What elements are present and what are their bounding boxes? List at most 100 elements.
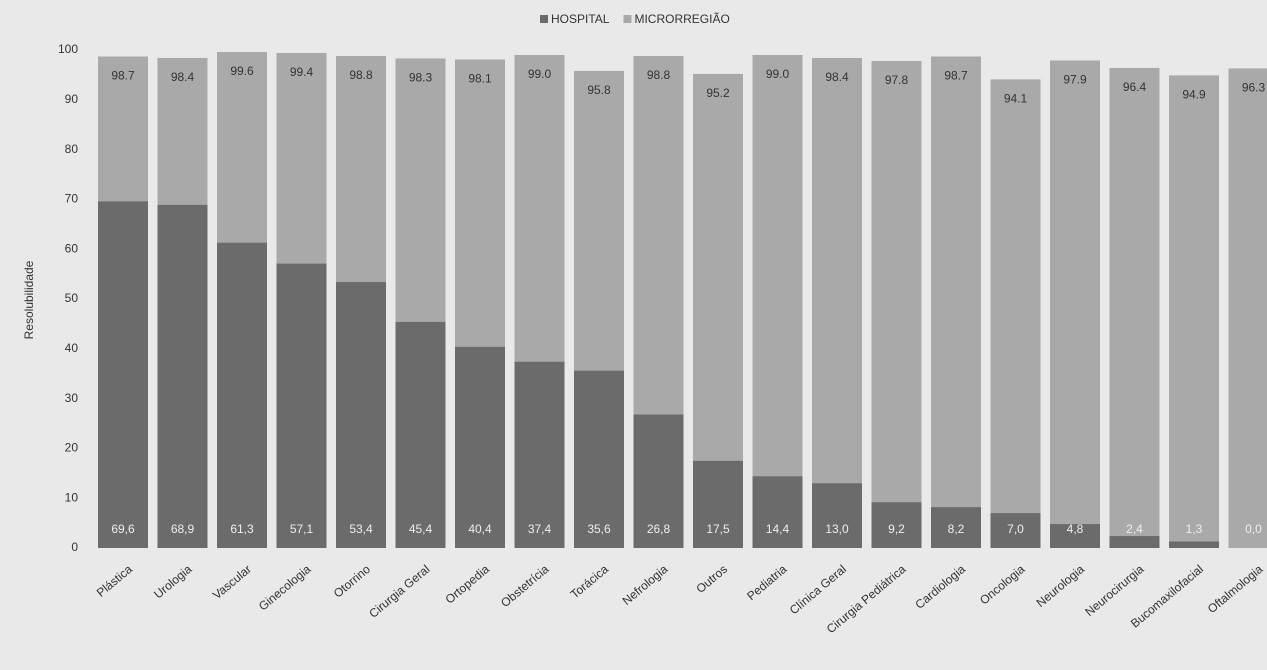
x-tick-label: Torácica bbox=[568, 562, 611, 602]
bar bbox=[455, 346, 505, 548]
bar bbox=[752, 476, 803, 548]
bar bbox=[812, 57, 862, 549]
x-tick-label: Oftalmologia bbox=[1205, 562, 1266, 616]
bar bbox=[1050, 524, 1100, 548]
legend-swatch bbox=[623, 15, 632, 23]
y-tick-label: 80 bbox=[65, 142, 79, 156]
data-label: 69,6 bbox=[111, 522, 135, 536]
y-tick-label: 40 bbox=[65, 341, 79, 355]
x-tick-label: Oncologia bbox=[977, 562, 1028, 608]
x-tick-label: Ortopedia bbox=[443, 562, 493, 607]
bar bbox=[514, 361, 565, 548]
legend-label: MICRORREGIÃO bbox=[634, 12, 729, 26]
bar bbox=[1109, 536, 1160, 548]
legend-label: HOSPITAL bbox=[551, 12, 610, 26]
data-label: 98.4 bbox=[171, 70, 195, 84]
bar bbox=[157, 204, 208, 549]
x-tick-label: Plástica bbox=[94, 562, 135, 600]
bar bbox=[990, 513, 1041, 548]
bar bbox=[990, 79, 1041, 548]
data-label: 1,3 bbox=[1186, 522, 1203, 536]
data-label: 98.4 bbox=[825, 70, 849, 84]
x-tick-label: Otorrino bbox=[331, 562, 373, 601]
bar bbox=[98, 201, 148, 548]
y-tick-label: 60 bbox=[65, 241, 79, 255]
bar bbox=[217, 242, 267, 548]
data-label: 13,0 bbox=[825, 522, 849, 536]
bar bbox=[395, 321, 446, 548]
x-tick-label: Neurocirurgia bbox=[1082, 562, 1146, 619]
bar bbox=[1169, 541, 1219, 548]
x-tick-label: Ginecologia bbox=[256, 562, 314, 614]
bar bbox=[693, 460, 743, 548]
y-tick-label: 100 bbox=[58, 42, 78, 56]
bar bbox=[1050, 60, 1100, 548]
y-tick-label: 50 bbox=[65, 291, 79, 305]
bar bbox=[871, 60, 922, 549]
x-tick-label: Urologia bbox=[151, 562, 194, 602]
x-tick-label: Clínica Geral bbox=[787, 562, 849, 617]
y-tick-label: 90 bbox=[65, 92, 79, 106]
x-tick-label: Cardiologia bbox=[912, 562, 968, 612]
bar bbox=[336, 282, 386, 548]
data-label: 2,4 bbox=[1126, 522, 1143, 536]
data-label: 17,5 bbox=[706, 522, 730, 536]
data-label: 97.8 bbox=[885, 73, 909, 87]
data-label: 94.1 bbox=[1004, 92, 1028, 106]
data-label: 98.8 bbox=[647, 68, 671, 82]
data-label: 45,4 bbox=[409, 522, 433, 536]
bar bbox=[931, 507, 981, 548]
y-tick-label: 70 bbox=[65, 192, 79, 206]
x-tick-label: Outros bbox=[693, 562, 730, 596]
y-tick-label: 0 bbox=[71, 540, 78, 554]
data-label: 95.2 bbox=[706, 86, 730, 100]
data-label: 53,4 bbox=[349, 522, 373, 536]
data-label: 4,8 bbox=[1067, 522, 1084, 536]
x-tick-label: Neurologia bbox=[1034, 562, 1088, 610]
data-label: 57,1 bbox=[290, 522, 314, 536]
data-label: 35,6 bbox=[587, 522, 611, 536]
data-label: 98.3 bbox=[409, 71, 433, 85]
data-label: 37,4 bbox=[528, 522, 552, 536]
data-label: 26,8 bbox=[647, 522, 671, 536]
data-label: 9,2 bbox=[888, 522, 905, 536]
y-tick-label: 30 bbox=[65, 391, 79, 405]
data-label: 68,9 bbox=[171, 522, 195, 536]
data-label: 96.4 bbox=[1123, 80, 1147, 94]
bar bbox=[871, 502, 922, 548]
data-label: 96.3 bbox=[1242, 81, 1266, 95]
bar bbox=[1109, 67, 1160, 548]
data-label: 98.7 bbox=[944, 69, 968, 83]
x-tick-label: Pediatria bbox=[744, 562, 790, 603]
data-label: 97.9 bbox=[1063, 73, 1087, 87]
data-label: 8,2 bbox=[948, 522, 965, 536]
x-tick-label: Nefrologia bbox=[620, 562, 671, 608]
legend-swatch bbox=[540, 15, 548, 23]
data-label: 7,0 bbox=[1007, 522, 1024, 536]
data-label: 98.7 bbox=[111, 69, 135, 83]
data-label: 95.8 bbox=[587, 83, 611, 97]
data-label: 40,4 bbox=[468, 522, 492, 536]
x-tick-label: Cirurgia Geral bbox=[366, 562, 432, 621]
x-tick-label: Vascular bbox=[210, 562, 254, 602]
bar bbox=[574, 370, 624, 548]
data-label: 61,3 bbox=[230, 522, 254, 536]
bar bbox=[1169, 75, 1219, 548]
bar bbox=[1228, 68, 1267, 549]
data-label: 98.1 bbox=[468, 72, 492, 86]
data-label: 99.4 bbox=[290, 65, 314, 79]
data-label: 98.8 bbox=[349, 68, 373, 82]
data-label: 99.0 bbox=[766, 67, 790, 81]
data-label: 99.0 bbox=[528, 67, 552, 81]
y-tick-label: 20 bbox=[65, 441, 79, 455]
y-tick-label: 10 bbox=[65, 490, 79, 504]
x-tick-label: Obstetrícia bbox=[498, 562, 552, 610]
y-axis-label: Resolubilidade bbox=[22, 260, 36, 339]
data-label: 0,0 bbox=[1245, 522, 1262, 536]
data-label: 94.9 bbox=[1182, 88, 1206, 102]
data-label: 99.6 bbox=[230, 64, 254, 78]
bar bbox=[276, 263, 327, 548]
bar bbox=[812, 483, 862, 548]
bar bbox=[633, 414, 684, 548]
